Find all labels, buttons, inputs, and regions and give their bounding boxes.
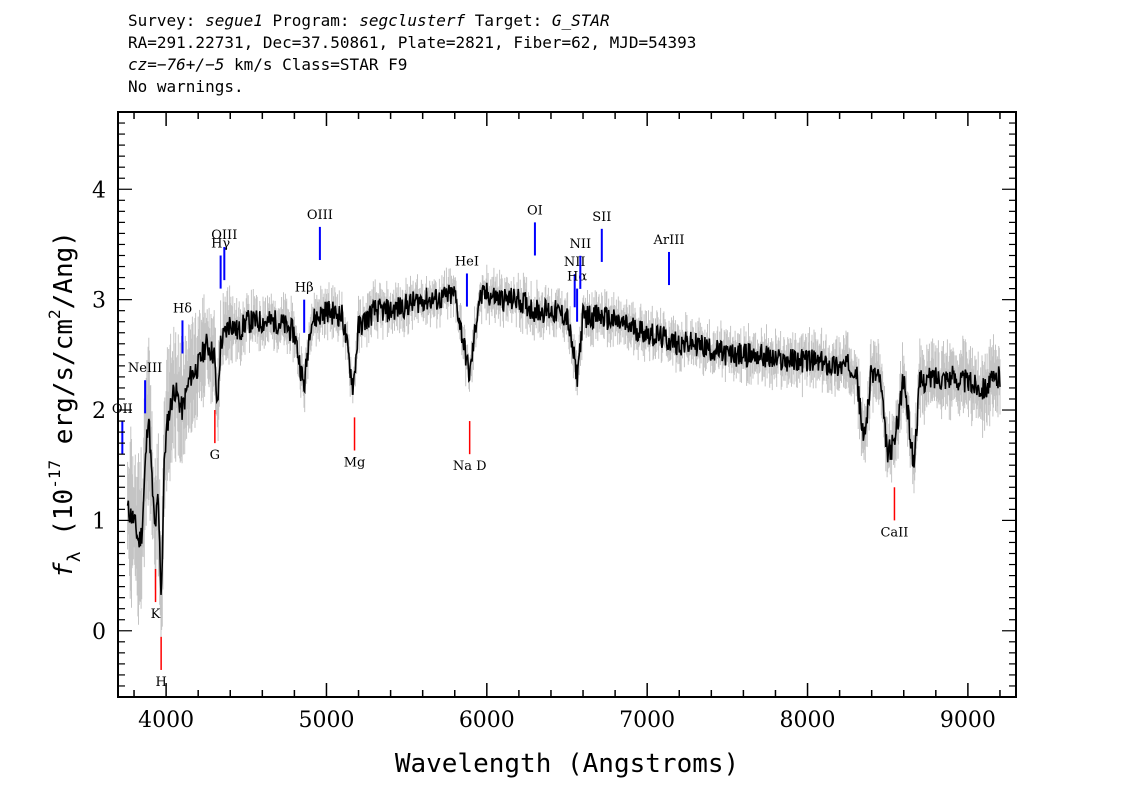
absorption-line-label: Na D xyxy=(453,459,487,474)
emission-line-label: NII xyxy=(564,255,586,270)
emission-line-label: NII xyxy=(569,237,591,252)
emission-line-label: OIII xyxy=(307,208,333,223)
program-value: segclusterf xyxy=(359,11,466,30)
y-tick-label: 4 xyxy=(92,178,106,203)
cz-value: cz=−76+/−5 xyxy=(128,55,225,74)
axis-ticks: 4000 5000 6000 7000 8000 9000 0 1 2 3 4 xyxy=(92,112,1016,733)
y-tick-label: 1 xyxy=(92,509,106,534)
x-axis-label: Wavelength (Angstroms) xyxy=(395,749,739,779)
emission-line-label: SII xyxy=(592,210,611,225)
survey-label: Survey: xyxy=(128,11,206,30)
emission-line-label: OIII xyxy=(211,228,237,243)
x-tick-label: 9000 xyxy=(940,708,996,733)
plot-frame xyxy=(117,111,1017,698)
absorption-line-label: H xyxy=(155,675,166,690)
y-axis-label-text: fλ (10-17 erg/s/cm2/Ang) xyxy=(45,231,85,578)
y-tick-label: 0 xyxy=(92,620,106,645)
header-line-redshift: cz=−76+/−5 km/s Class=STAR F9 xyxy=(128,54,696,76)
survey-value: segue1 xyxy=(205,11,263,30)
emission-line-label: NeIII xyxy=(128,361,162,376)
y-axis-label: fλ (10-17 erg/s/cm2/Ang) xyxy=(45,231,85,578)
emission-line-label: HeI xyxy=(455,254,479,269)
x-tick-label: 8000 xyxy=(780,708,836,733)
emission-line-label: Hα xyxy=(567,270,587,285)
absorption-line-label: Mg xyxy=(344,455,366,470)
emission-line-label: Hβ xyxy=(295,281,314,296)
x-tick-label: 7000 xyxy=(619,708,675,733)
emission-line-label: Hδ xyxy=(173,301,192,316)
class-value: km/s Class=STAR F9 xyxy=(224,55,408,74)
program-label: Program: xyxy=(262,11,360,30)
target-label: Target: xyxy=(465,11,552,30)
emission-line-label: OI xyxy=(527,203,543,218)
y-tick-label: 3 xyxy=(92,289,106,314)
absorption-line-label: CaII xyxy=(880,525,908,540)
emission-line-label: ArIII xyxy=(652,233,684,248)
target-value: G_STAR xyxy=(551,11,610,30)
absorption-line-label: K xyxy=(151,607,161,622)
x-tick-label: 6000 xyxy=(459,708,515,733)
header-line-warnings: No warnings. xyxy=(128,77,244,96)
x-tick-label: 4000 xyxy=(138,708,194,733)
spectrum-header: Survey: segue1 Program: segclusterf Targ… xyxy=(128,10,696,98)
flux-layer xyxy=(126,282,1001,595)
emission-line-label: Hγ xyxy=(211,236,230,251)
header-line-coordinates: RA=291.22731, Dec=37.50861, Plate=2821, … xyxy=(128,33,697,52)
x-tick-label: 5000 xyxy=(298,708,354,733)
y-axis-label-group: fλ (10-17 erg/s/cm2/Ang) xyxy=(45,231,85,578)
y-tick-label: 2 xyxy=(92,399,106,424)
flux-line xyxy=(126,282,1001,595)
absorption-line-label: G xyxy=(210,448,220,463)
header-line-survey: Survey: segue1 Program: segclusterf Targ… xyxy=(128,10,696,32)
spectral-line-markers: HγHδNeIIIOIIOIIIHβOIIIHeIOINIIHαNIISIIAr… xyxy=(112,203,909,690)
